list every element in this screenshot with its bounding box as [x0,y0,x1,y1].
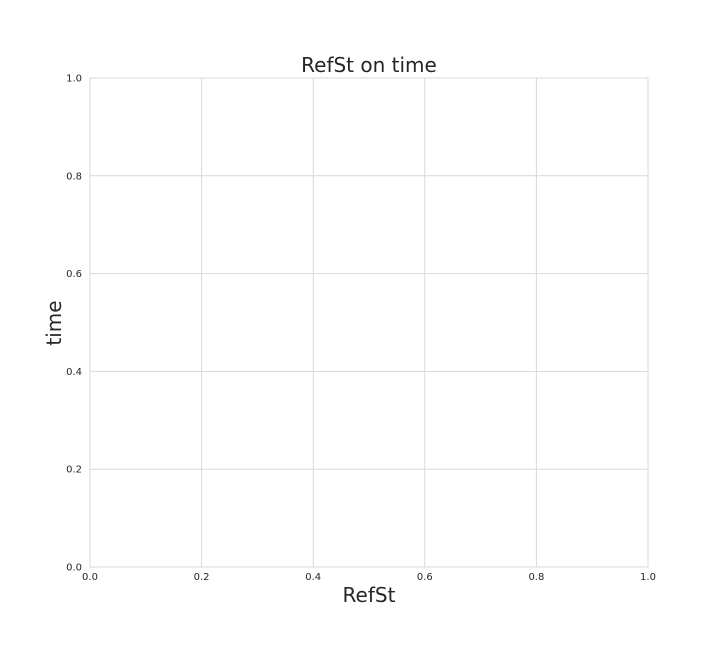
y-tick-label: 0.8 [66,171,82,182]
y-tick-labels: 0.0 0.2 0.4 0.6 0.8 1.0 [66,74,82,574]
y-tick-label: 1.0 [66,74,82,85]
y-tick-label: 0.0 [66,563,82,574]
y-tick-label: 0.2 [66,465,82,476]
x-tick-labels: 0.0 0.2 0.4 0.6 0.8 1.0 [82,572,656,583]
x-tick-label: 0.4 [305,572,321,583]
x-tick-label: 1.0 [640,572,656,583]
x-tick-label: 0.6 [417,572,433,583]
y-axis-label: time [42,300,66,345]
x-axis-label: RefSt [343,583,396,607]
y-tick-label: 0.4 [66,367,82,378]
y-tick-label: 0.6 [66,269,82,280]
x-tick-label: 0.8 [528,572,544,583]
plot-frame [89,77,649,568]
x-tick-label: 0.2 [194,572,210,583]
plot-background [90,78,648,567]
chart-title: RefSt on time [301,53,437,77]
x-tick-label: 0.0 [82,572,98,583]
